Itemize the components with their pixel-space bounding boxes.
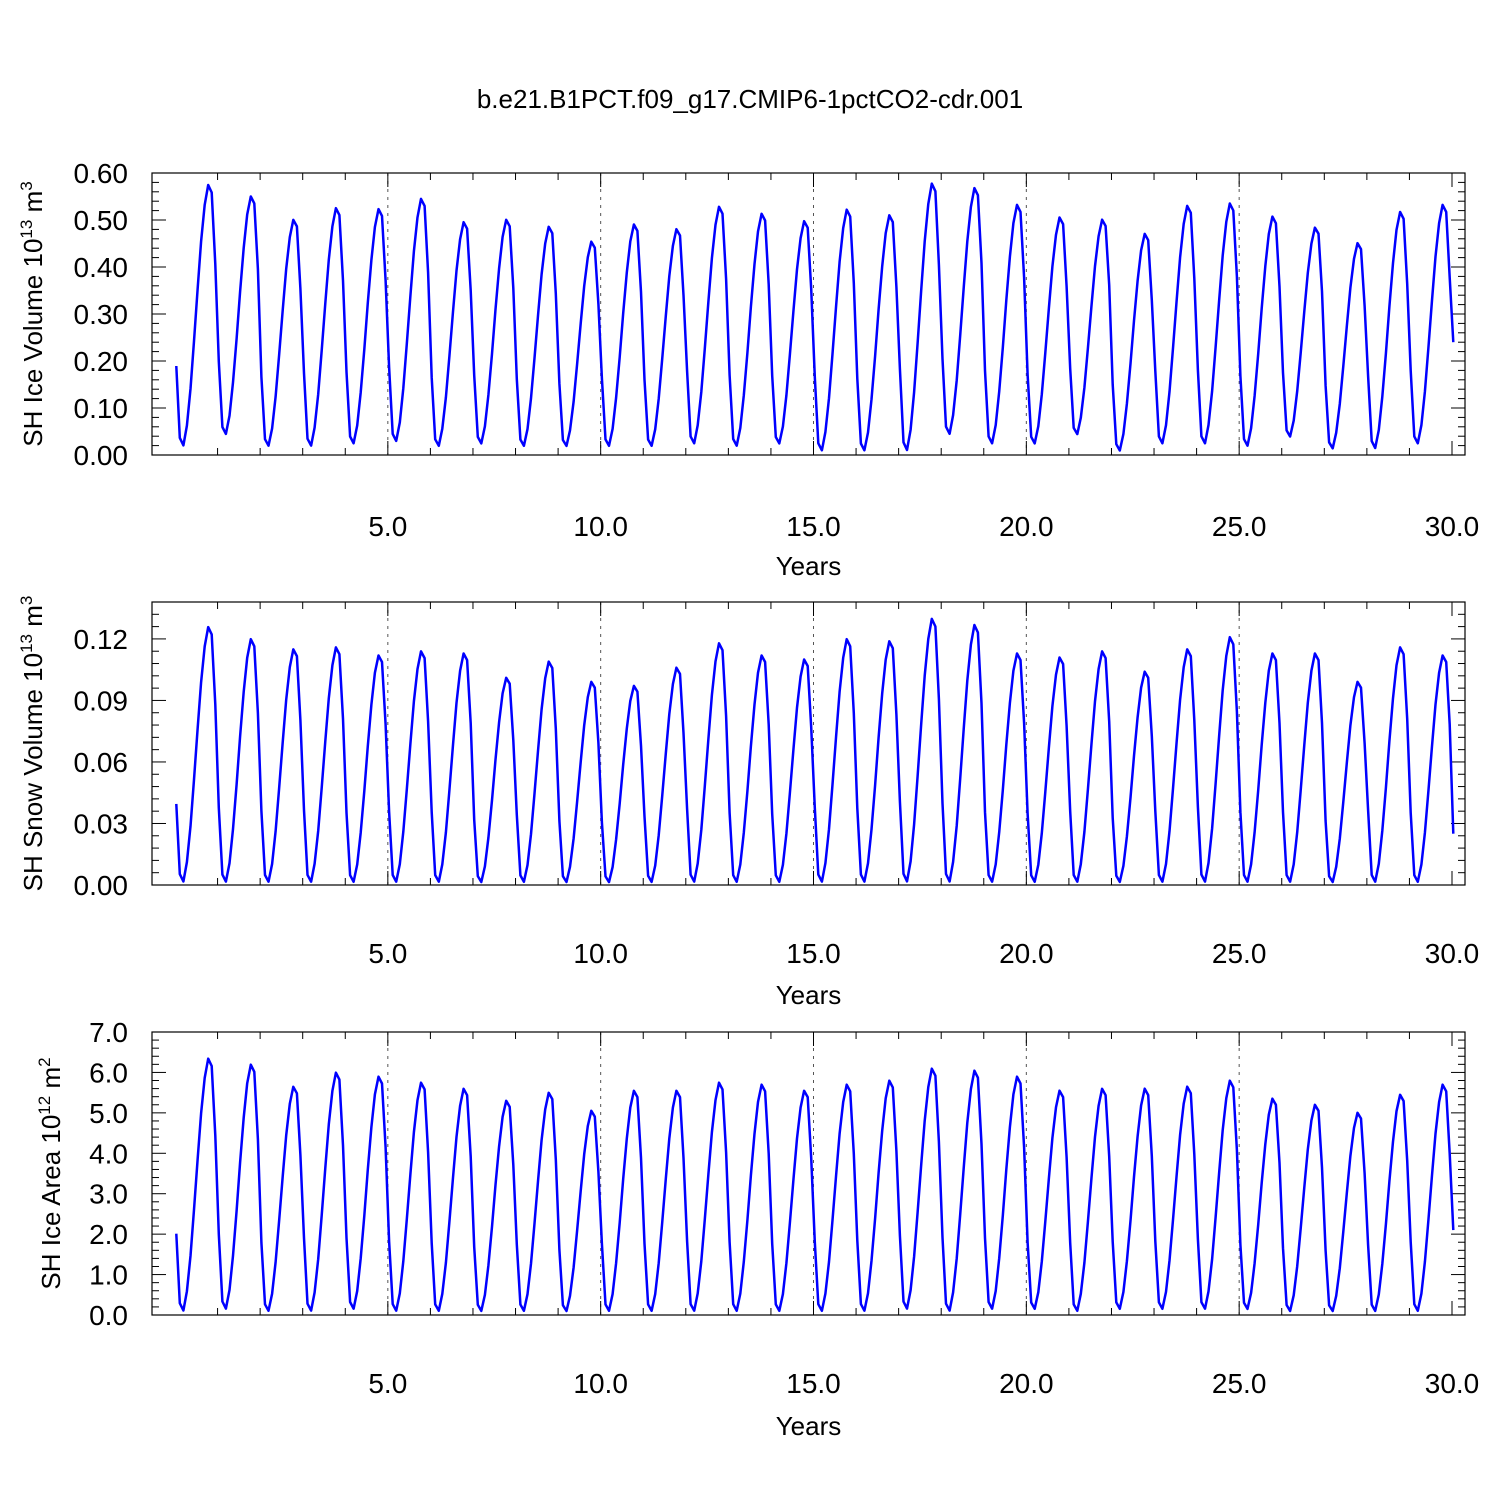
y-axis-title-unit-exponent: 2 (35, 1057, 54, 1066)
y-tick-label: 0.00 (74, 440, 129, 471)
y-axis-title-text: SH Ice Area 10 (36, 1115, 66, 1290)
x-tick-label: 20.0 (999, 938, 1054, 969)
y-tick-label: 0.09 (74, 685, 129, 716)
x-tick-label: 10.0 (573, 938, 628, 969)
y-tick-label: 5.0 (89, 1098, 128, 1129)
y-axis-title-exponent: 12 (35, 1096, 54, 1115)
x-axis-title: Years (776, 980, 842, 1010)
x-tick-label: 15.0 (786, 938, 841, 969)
x-tick-label: 30.0 (1425, 511, 1480, 542)
y-axis-title-exponent: 13 (17, 634, 36, 653)
y-tick-label: 2.0 (89, 1219, 128, 1250)
y-axis-title-unit: m (36, 1067, 66, 1096)
y-tick-label: 0.50 (74, 205, 129, 236)
x-tick-label: 15.0 (786, 511, 841, 542)
x-tick-label: 5.0 (368, 511, 407, 542)
y-axis-title: SH Ice Area 1012 m2 (35, 1057, 66, 1289)
y-axis-title: SH Snow Volume 1013 m3 (17, 596, 48, 892)
y-tick-label: 0.00 (74, 870, 129, 901)
x-tick-label: 15.0 (786, 1368, 841, 1399)
y-tick-label: 0.06 (74, 747, 129, 778)
x-tick-label: 10.0 (573, 1368, 628, 1399)
figure-title: b.e21.B1PCT.f09_g17.CMIP6-1pctCO2-cdr.00… (477, 84, 1023, 114)
y-axis-title-text: SH Ice Volume 10 (18, 239, 48, 447)
x-tick-label: 5.0 (368, 1368, 407, 1399)
y-tick-label: 0.12 (74, 624, 129, 655)
x-tick-label: 30.0 (1425, 938, 1480, 969)
y-axis-title-unit: m (18, 191, 48, 220)
y-tick-label: 0.03 (74, 808, 129, 839)
chart-panel-3: 5.0 10.0 15.0 20.0 25.0 30.0 0.0 1.0 2.0 3.0 4.0 5.… (35, 1017, 1479, 1441)
x-tick-label: 5.0 (368, 938, 407, 969)
plot-frame (151, 1031, 1466, 1316)
y-axis-title-unit-exponent: 3 (17, 596, 36, 605)
plot-frame (151, 601, 1466, 886)
x-axis-title: Years (776, 551, 842, 581)
y-tick-label: 0.20 (74, 346, 129, 377)
y-tick-label: 0.0 (89, 1300, 128, 1331)
y-tick-label: 0.10 (74, 393, 129, 424)
x-tick-label: 10.0 (573, 511, 628, 542)
series-line (175, 617, 1455, 884)
x-tick-label: 25.0 (1212, 938, 1267, 969)
y-tick-label: 1.0 (89, 1260, 128, 1291)
y-axis-title: SH Ice Volume 1013 m3 (17, 181, 48, 446)
y-axis-title-unit-exponent: 3 (17, 181, 36, 190)
x-tick-label: 20.0 (999, 511, 1054, 542)
y-axis-title-unit: m (18, 605, 48, 634)
y-axis-title-exponent: 13 (17, 220, 36, 239)
x-axis-title: Years (776, 1411, 842, 1441)
x-tick-label: 30.0 (1425, 1368, 1480, 1399)
y-axis-title-text: SH Snow Volume 10 (18, 653, 48, 891)
x-tick-label: 25.0 (1212, 1368, 1267, 1399)
y-tick-label: 4.0 (89, 1138, 128, 1169)
y-tick-label: 7.0 (89, 1017, 128, 1048)
x-tick-label: 20.0 (999, 1368, 1054, 1399)
y-tick-label: 3.0 (89, 1179, 128, 1210)
y-tick-label: 0.40 (74, 252, 129, 283)
y-tick-label: 6.0 (89, 1057, 128, 1088)
chart-panel-1: 5.0 10.0 15.0 20.0 25.0 30.0 0.00 0.10 0.20 0.30 0… (17, 158, 1479, 581)
x-tick-label: 25.0 (1212, 511, 1267, 542)
series-line (175, 182, 1455, 452)
y-tick-label: 0.30 (74, 299, 129, 330)
series-line (175, 1057, 1455, 1313)
y-tick-label: 0.60 (74, 158, 129, 189)
chart-panel-2: 5.0 10.0 15.0 20.0 25.0 30.0 0.00 0.03 0.06 0.09 0… (17, 596, 1479, 1010)
